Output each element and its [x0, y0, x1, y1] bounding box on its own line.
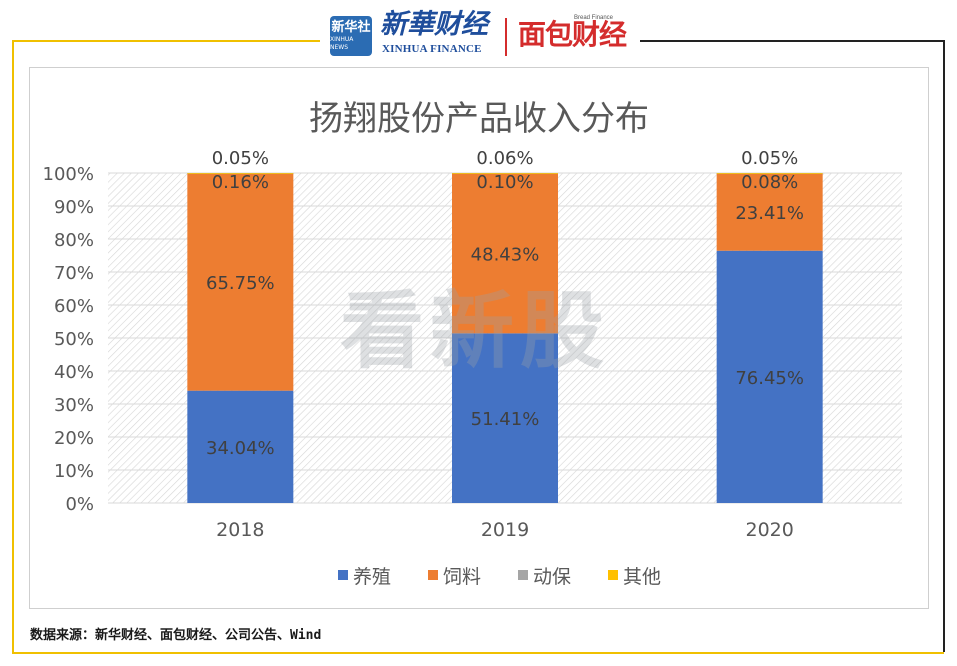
bar-segment: [716, 173, 823, 174]
data-label: 23.41%: [735, 203, 804, 224]
xinhua-finance-logo-cn: 新華财经: [380, 9, 488, 40]
y-tick-label: 80%: [54, 230, 94, 251]
y-tick-label: 20%: [54, 428, 94, 449]
legend-label: 饲料: [443, 566, 481, 588]
data-label: 0.10%: [476, 172, 533, 193]
data-label: 0.16%: [212, 172, 269, 193]
x-tick-label: 2019: [481, 519, 529, 541]
y-tick-label: 100%: [43, 164, 94, 185]
data-label: 34.04%: [206, 438, 275, 459]
chart-container: [29, 67, 929, 609]
data-label: 0.05%: [741, 148, 798, 169]
y-tick-label: 70%: [54, 263, 94, 284]
bar-segment: [452, 173, 558, 334]
bread-finance-logo-cn: 面包财经: [518, 18, 627, 51]
data-label: 0.08%: [741, 172, 798, 193]
bar-segment: [187, 173, 294, 174]
frame-bottom-line: [12, 652, 944, 654]
legend-label: 动保: [533, 566, 571, 588]
frame-left-line: [12, 40, 14, 652]
legend-label: 其他: [623, 566, 661, 588]
y-tick-label: 40%: [54, 362, 94, 383]
y-tick-label: 0%: [65, 494, 94, 515]
frame-top-left-line: [12, 40, 320, 42]
x-tick-label: 2020: [745, 519, 793, 541]
bread-finance-logo-en: Bread Finance: [574, 15, 614, 21]
xinhua-badge-en: XINHUA NEWS: [330, 36, 354, 51]
x-tick-label: 2018: [216, 519, 264, 541]
xinhua-finance-logo-en: XINHUA FINANCE: [382, 43, 482, 55]
data-label: 76.45%: [735, 368, 804, 389]
frame-top-right-line: [640, 40, 944, 42]
legend-swatch: [338, 570, 348, 580]
y-tick-label: 90%: [54, 197, 94, 218]
y-tick-label: 30%: [54, 395, 94, 416]
legend-swatch: [608, 570, 618, 580]
data-label: 65.75%: [206, 273, 275, 294]
y-tick-label: 10%: [54, 461, 94, 482]
xinhua-news-logo: 新华社 XINHUA NEWS: [330, 16, 372, 56]
logo-divider: [505, 18, 507, 56]
y-tick-label: 50%: [54, 329, 94, 350]
bar-segment: [187, 390, 294, 503]
source-note: 数据来源：新华财经、面包财经、公司公告、Wind: [30, 628, 322, 643]
bar-segment: [452, 173, 558, 174]
chart-title: 扬翔股份产品收入分布: [309, 99, 649, 139]
legend-label: 养殖: [353, 566, 391, 588]
watermark-text: 看新股: [340, 282, 610, 380]
data-label: 0.05%: [212, 148, 269, 169]
frame-right-line: [943, 40, 945, 652]
xinhua-badge-cn: 新华社: [331, 20, 371, 35]
bar-segment: [716, 250, 823, 503]
data-label: 48.43%: [471, 244, 540, 265]
data-label: 51.41%: [471, 409, 540, 430]
data-label: 0.06%: [476, 148, 533, 169]
chart-legend: 养殖 饲料 动保 其他: [338, 566, 661, 588]
bar-segment: [187, 173, 294, 391]
legend-swatch: [518, 570, 528, 580]
legend-swatch: [428, 570, 438, 580]
y-tick-label: 60%: [54, 296, 94, 317]
bar-segment: [716, 173, 823, 251]
bar-segment: [452, 333, 558, 503]
